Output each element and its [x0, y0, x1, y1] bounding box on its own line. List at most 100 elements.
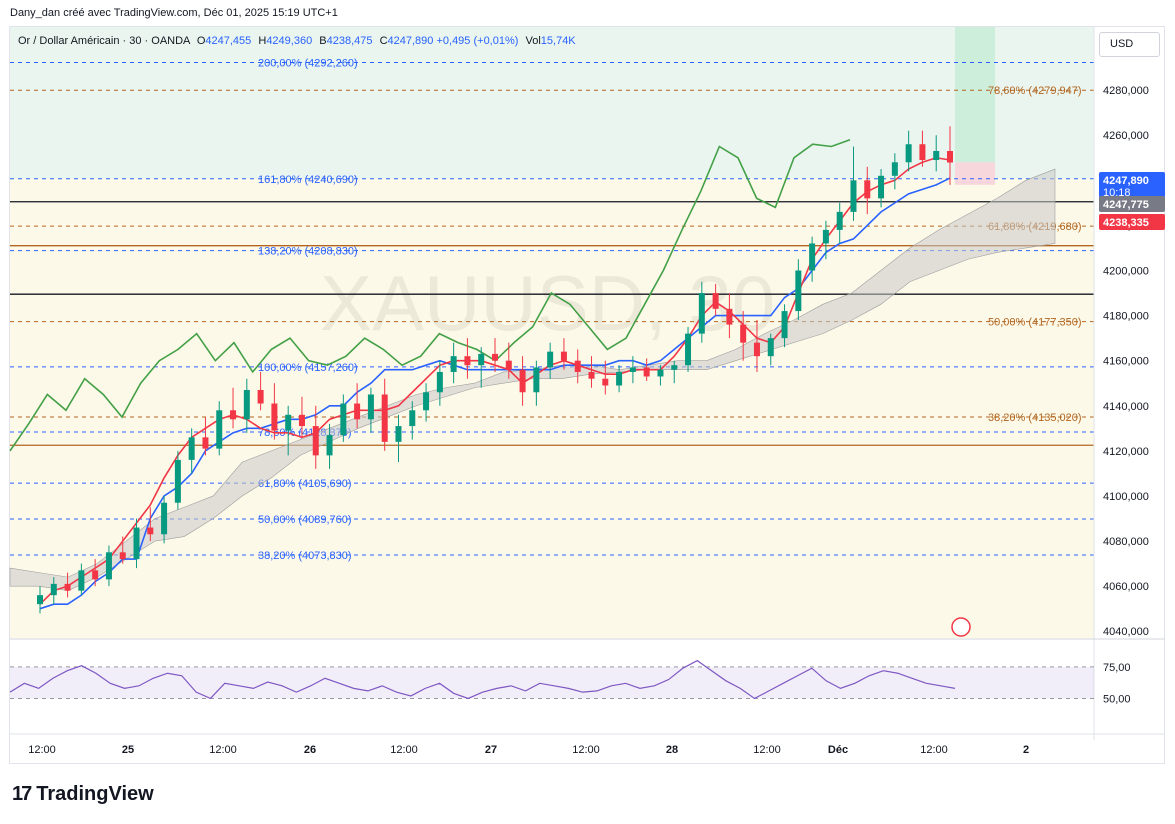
price-tick: 4060,000 [1103, 581, 1149, 593]
candle [850, 180, 857, 212]
high-label: H [258, 35, 267, 47]
watermark: XAUUSD, 30 [320, 259, 775, 347]
fib-level-label: 61,80% (4105,690) [258, 478, 352, 490]
time-tick: 28 [666, 744, 678, 756]
candle [712, 293, 719, 309]
open-label: O [196, 35, 206, 47]
price-label: 4247,890 [1103, 175, 1149, 187]
candle [298, 414, 305, 427]
candle [795, 270, 802, 312]
candle [133, 527, 140, 560]
long-position-target [955, 27, 995, 163]
candle [698, 293, 705, 334]
chart-frame[interactable] [9, 26, 1165, 764]
candle [878, 175, 885, 199]
candle [671, 365, 678, 370]
change-value: +0,495 (+0,01%) [436, 35, 519, 47]
candle [643, 367, 650, 377]
fib-level-label: 38,20% (4135,020) [988, 412, 1082, 424]
candle [864, 180, 871, 199]
tradingview-mark-icon: 17 [12, 783, 32, 805]
candle [243, 389, 250, 420]
candle [202, 437, 209, 449]
candle [533, 367, 540, 393]
rsi-level-label: 50,00 [1103, 693, 1131, 705]
time-tick: 12:00 [390, 744, 418, 756]
currency-selector[interactable]: USD [1099, 32, 1160, 57]
candle [685, 333, 692, 366]
price-tick: 4260,000 [1103, 130, 1149, 142]
price-tick: 4180,000 [1103, 311, 1149, 323]
candle [947, 151, 953, 163]
candle [492, 353, 498, 361]
price-label-box [1099, 196, 1165, 212]
rsi-band [10, 666, 1094, 699]
candle [822, 229, 829, 244]
candle [588, 371, 595, 379]
time-tick: 26 [304, 744, 316, 756]
price-tick: 4100,000 [1103, 491, 1149, 503]
brand-name: TradingView [36, 783, 154, 805]
symbol-legend: Or / Dollar Américain · 30 · OANDA O4247… [18, 35, 576, 47]
candle [547, 351, 554, 368]
low-label: B [319, 35, 327, 47]
fib-level-label: 50,00% (4089,760) [258, 514, 352, 526]
candle [354, 403, 361, 420]
price-tick: 4120,000 [1103, 446, 1149, 458]
price-tick: 4140,000 [1103, 401, 1149, 413]
tradingview-logo[interactable]: 17 TradingView [12, 783, 154, 806]
candle [119, 552, 126, 560]
time-tick: Déc [828, 744, 848, 756]
candle [50, 583, 57, 596]
candle [933, 151, 940, 161]
candle [326, 435, 333, 456]
time-tick: 12:00 [753, 744, 781, 756]
fib-level-label: 38,20% (4073,830) [258, 550, 352, 562]
candle [271, 403, 278, 431]
candle [395, 426, 402, 442]
candle [64, 583, 71, 591]
fib-level-label: 138,20% (4208,830) [258, 246, 358, 258]
time-tick: 12:00 [920, 744, 948, 756]
long-position-stop [955, 162, 995, 185]
candle [602, 378, 609, 386]
candle [257, 389, 264, 404]
fib-level-label: 200,00% (4292,260) [258, 57, 358, 69]
candle [216, 410, 223, 449]
candle [519, 369, 526, 393]
price-tick: 4200,000 [1103, 265, 1149, 277]
us-flag-icon [951, 617, 971, 637]
candle [809, 243, 816, 271]
candle [37, 595, 43, 605]
candle [629, 367, 636, 372]
candle [436, 371, 443, 393]
close-value: 4247,890 [387, 35, 434, 47]
price-label-box [1099, 214, 1165, 230]
candle [450, 356, 457, 372]
low-value: 4238,475 [326, 35, 373, 47]
fib-level-label: 78,60% (4279,947) [988, 85, 1082, 97]
price-label: 4247,775 [1103, 199, 1149, 211]
time-tick: 25 [122, 744, 134, 756]
candle [505, 360, 512, 370]
candle [78, 570, 85, 591]
candle [367, 394, 374, 420]
candle [285, 414, 292, 431]
price-label-box [1099, 172, 1165, 198]
candle [409, 410, 416, 427]
high-value: 4249,360 [266, 35, 313, 47]
candle [781, 311, 788, 339]
upper-zone-background [10, 27, 1094, 179]
chikou-line [9, 138, 851, 452]
time-tick: 27 [485, 744, 497, 756]
candle [616, 371, 623, 386]
candle [740, 324, 747, 343]
candle [312, 426, 319, 456]
open-value: 4247,455 [205, 35, 252, 47]
close-label: C [379, 35, 388, 47]
candle [230, 410, 237, 420]
price-tick: 4040,000 [1103, 626, 1149, 638]
candle [891, 162, 898, 176]
candle [753, 342, 760, 357]
